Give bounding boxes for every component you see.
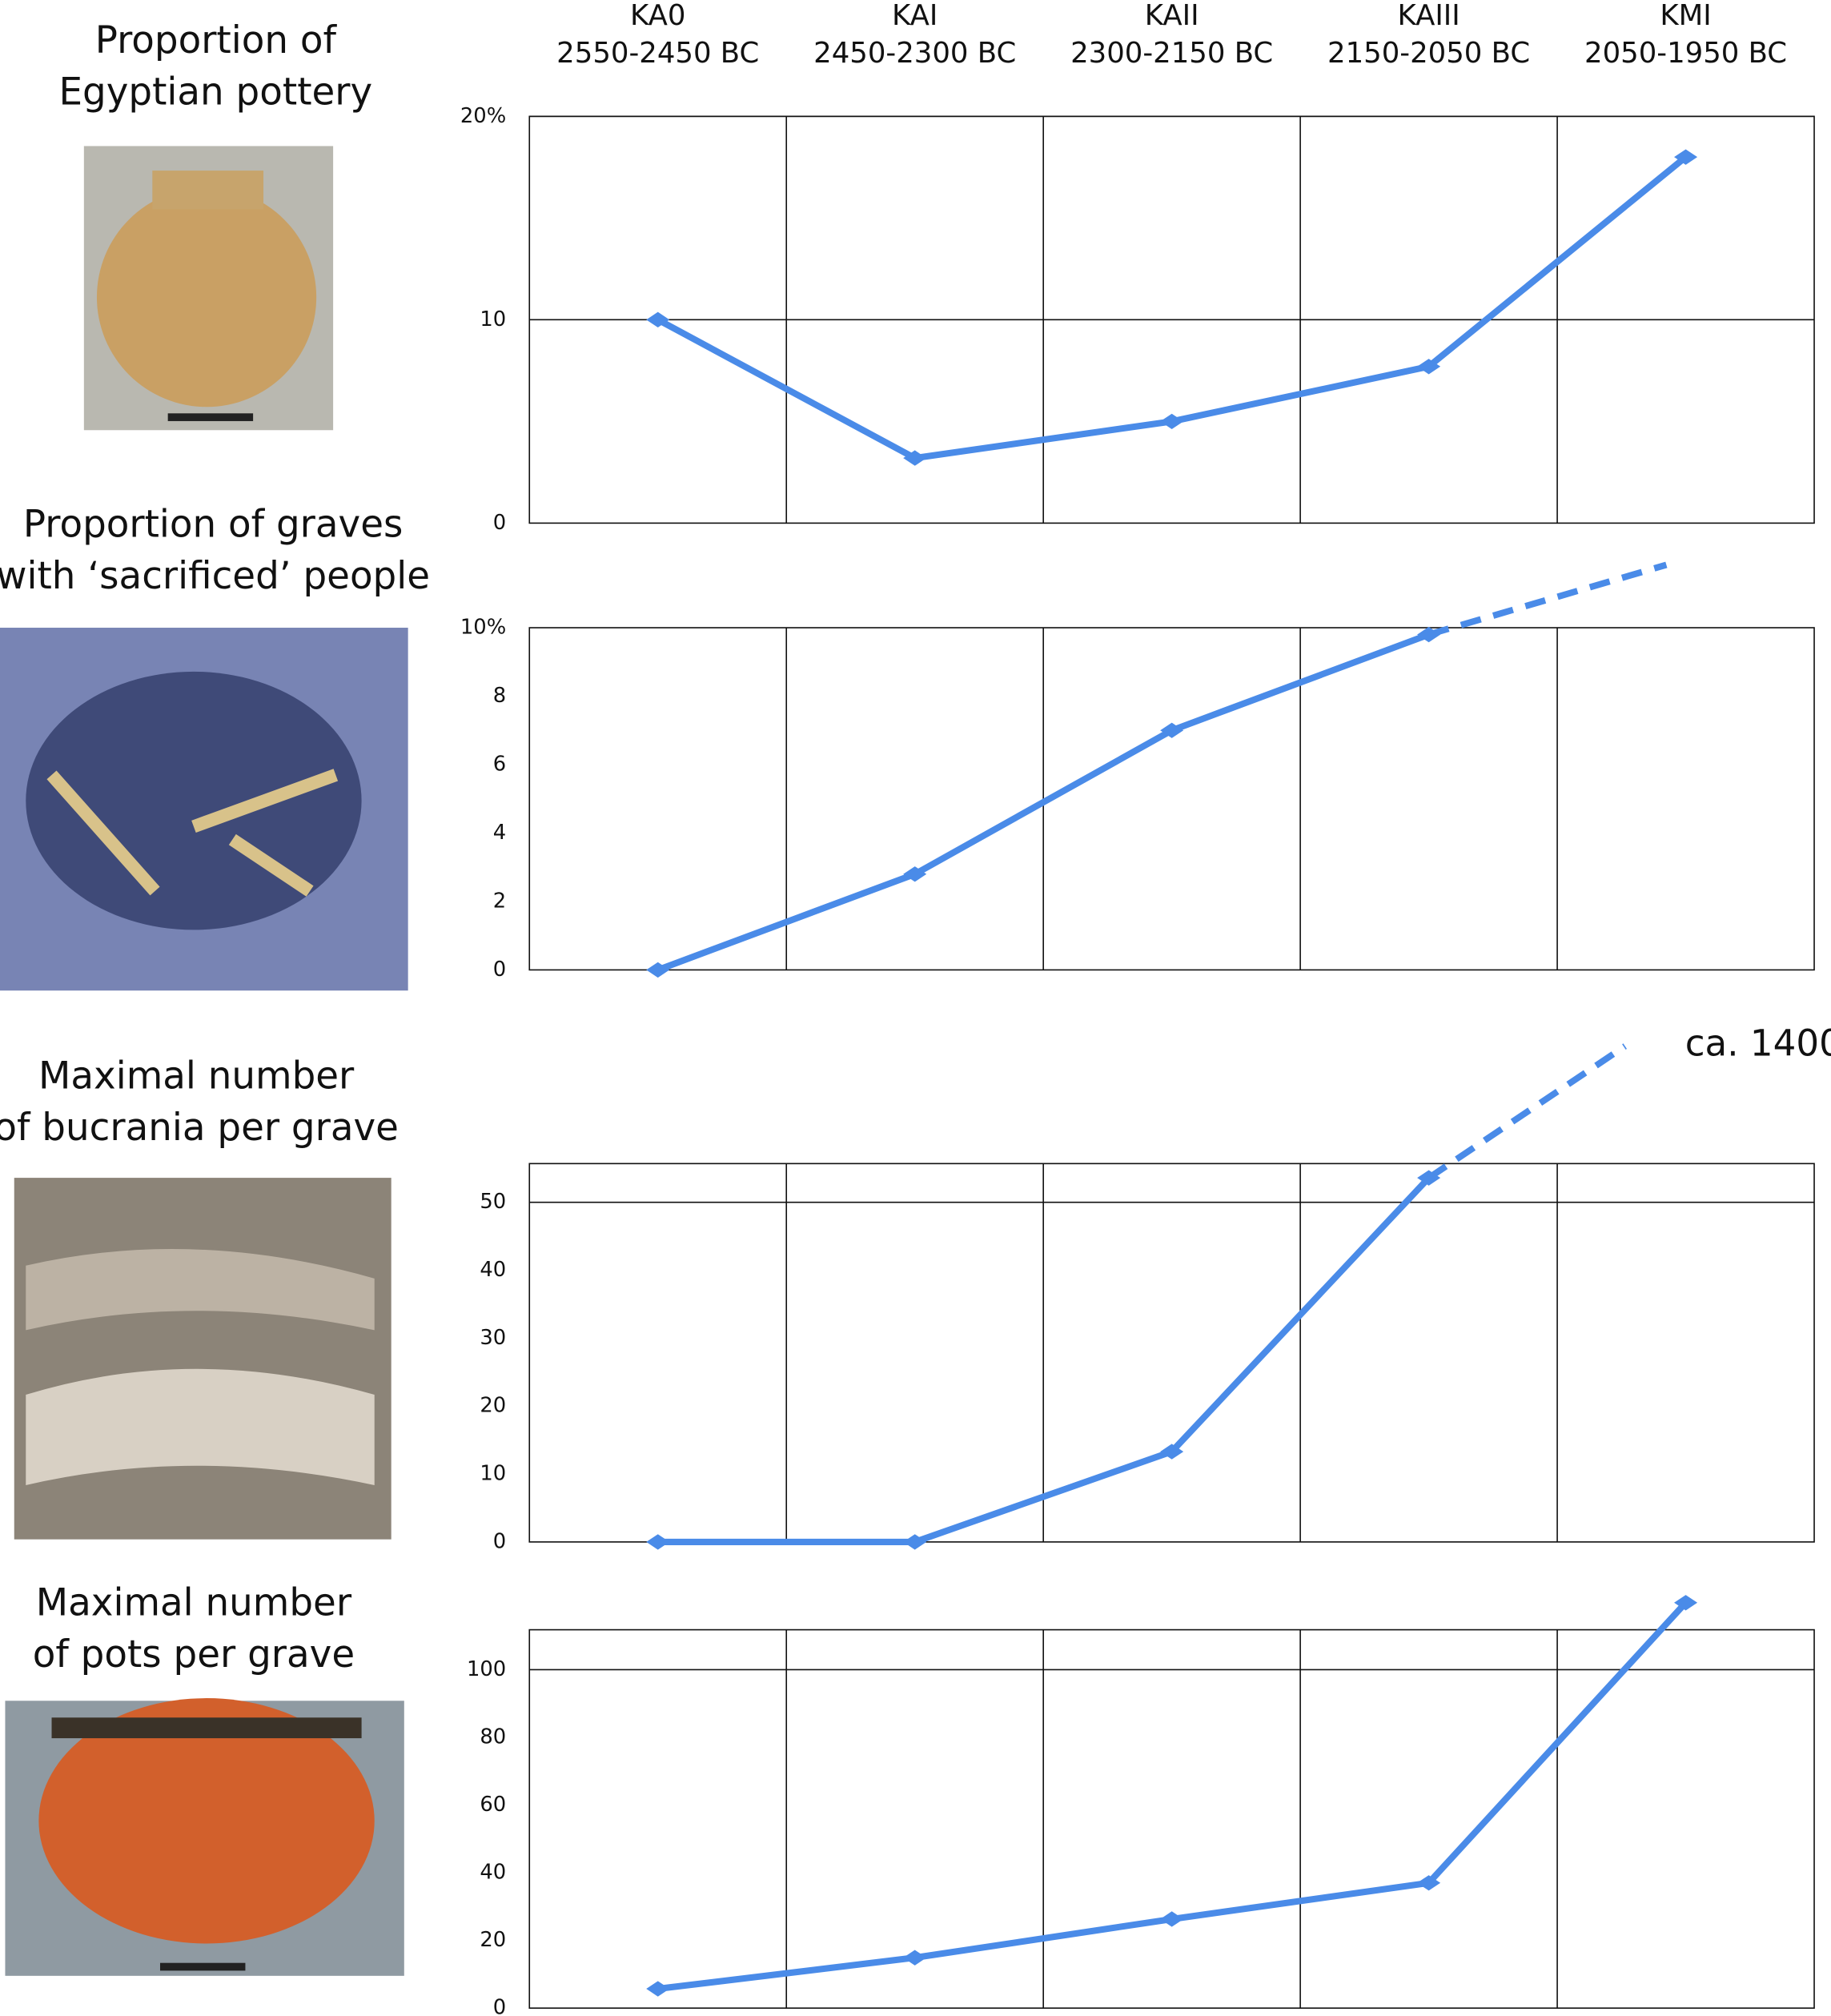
- category-label: KAI: [892, 0, 938, 32]
- pot-rim: [51, 1717, 362, 1739]
- category-label: KA0: [630, 0, 685, 32]
- chart-title: Maximal number: [38, 1054, 355, 1098]
- data-line: [657, 1175, 1431, 1545]
- period-label: 2050-1950 BC: [1584, 37, 1787, 70]
- trend-extension: [1427, 1043, 1627, 1181]
- category-label: KAII: [1145, 0, 1199, 32]
- data-point: [1417, 359, 1441, 375]
- bones: [46, 769, 339, 897]
- y-tick-label: 8: [493, 684, 506, 708]
- data-point: [646, 1534, 670, 1550]
- y-tick-label: 0: [493, 1529, 506, 1553]
- annotation: ca. 1400: [1685, 1022, 1831, 1065]
- y-tick-label: 40: [480, 1861, 506, 1885]
- photos: [0, 146, 408, 1976]
- chart-title: Proportion of: [95, 19, 338, 62]
- data-point: [1674, 1595, 1698, 1611]
- y-tick-label: 10%: [460, 616, 506, 640]
- y-tick-label: 60: [480, 1793, 506, 1817]
- y-tick-label: 10: [480, 307, 506, 331]
- y-tick-label: 50: [480, 1190, 506, 1214]
- chart-title: Proportion of graves: [23, 504, 403, 547]
- pot: [96, 187, 317, 408]
- category-label: KMI: [1660, 0, 1711, 32]
- y-tick-label: 20: [480, 1928, 506, 1952]
- chart-title: Egyptian pottery: [58, 70, 372, 114]
- data-point: [1674, 149, 1698, 165]
- y-tick-label: 30: [480, 1326, 506, 1350]
- chart-title: Maximal number: [36, 1581, 352, 1624]
- y-tick-label: 0: [493, 511, 506, 535]
- data-point: [646, 1981, 670, 1997]
- chart-title: with ‘sacrificed’ people: [0, 555, 430, 598]
- y-tick-label: 10: [480, 1462, 506, 1486]
- data-point: [1160, 413, 1184, 430]
- red-pot: [38, 1698, 375, 1944]
- y-tick-label: 20%: [460, 104, 506, 128]
- y-tick-label: 4: [493, 821, 506, 845]
- data-line: [656, 155, 1688, 462]
- y-tick-label: 100: [467, 1657, 506, 1681]
- y-tick-label: 6: [493, 752, 506, 776]
- data-point: [1417, 1875, 1441, 1891]
- skulls: [26, 1368, 375, 1485]
- y-tick-label: 80: [480, 1725, 506, 1749]
- period-label: 2450-2300 BC: [813, 37, 1016, 70]
- data-line: [657, 631, 1431, 974]
- y-tick-label: 2: [493, 889, 506, 913]
- y-tick-label: 0: [493, 1996, 506, 2016]
- data-line: [657, 1600, 1688, 1993]
- photo-bg: [14, 1178, 391, 1540]
- pot-neck: [152, 171, 264, 210]
- scale-bar: [167, 413, 254, 421]
- skulls: [26, 1249, 375, 1331]
- y-tick-label: 0: [493, 958, 506, 982]
- period-label: 2300-2150 BC: [1070, 37, 1273, 70]
- y-tick-label: 40: [480, 1258, 506, 1282]
- data-point: [903, 1950, 927, 1966]
- scale-bar: [159, 1962, 246, 1971]
- plot-frame: [528, 627, 1815, 971]
- data-point: [1160, 1911, 1184, 1927]
- period-label: 2150-2050 BC: [1327, 37, 1530, 70]
- chart-title: of bucrania per grave: [0, 1106, 399, 1150]
- category-label: KAIII: [1397, 0, 1460, 32]
- plot-frame: [528, 1163, 1815, 1543]
- period-label: 2550-2450 BC: [556, 37, 759, 70]
- trend-extension: [1427, 561, 1668, 638]
- chart-title: of pots per grave: [33, 1633, 355, 1677]
- plot-frame: [528, 1628, 1815, 2009]
- y-tick-label: 20: [480, 1394, 506, 1418]
